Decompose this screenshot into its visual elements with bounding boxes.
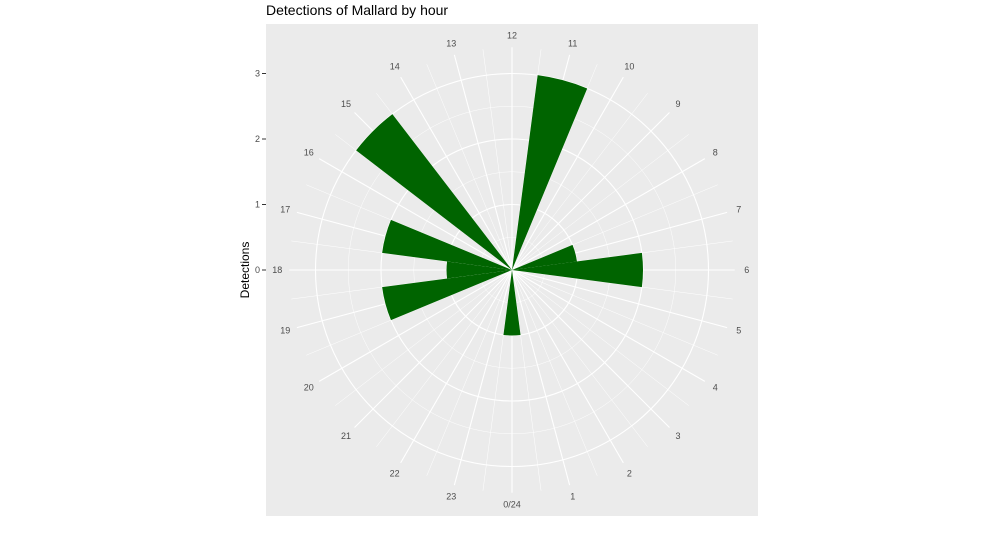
- grid-spoke: [511, 269, 728, 329]
- grid-spoke-minor: [335, 269, 513, 406]
- grid-spoke-minor: [426, 64, 513, 271]
- y-tick-label: 0: [255, 265, 260, 275]
- grid-spoke: [318, 158, 513, 271]
- grid-spoke-minor: [306, 184, 513, 271]
- hour-label: 15: [341, 99, 351, 109]
- hour-label: 5: [736, 326, 741, 336]
- grid-spoke: [453, 54, 513, 271]
- bar-hour-18: [446, 261, 512, 279]
- hour-label: 23: [446, 492, 456, 502]
- grid-spoke: [511, 158, 706, 271]
- hour-label: 11: [568, 38, 577, 48]
- grid-spoke-minor: [482, 49, 513, 271]
- grid-spoke: [400, 269, 513, 464]
- hour-label: 20: [304, 382, 314, 392]
- grid-spoke: [354, 269, 513, 428]
- hour-label: 4: [713, 382, 718, 392]
- hour-label: 9: [675, 99, 680, 109]
- y-tick-label: 3: [255, 69, 260, 79]
- y-tick-label: 1: [255, 200, 260, 210]
- chart-title: Detections of Mallard by hour: [266, 2, 449, 18]
- grid-spoke-minor: [511, 269, 718, 356]
- grid-spoke: [511, 269, 624, 464]
- hour-label: 2: [627, 468, 632, 478]
- hour-label: 0/24: [503, 500, 521, 510]
- grid-spoke-minor: [426, 269, 513, 476]
- grid-spoke-minor: [376, 93, 513, 271]
- hour-label: 21: [341, 431, 351, 441]
- hour-label: 22: [390, 468, 400, 478]
- grid-spoke: [511, 269, 571, 486]
- y-axis: 0 1 2 3: [255, 69, 266, 275]
- hour-label: 6: [744, 265, 749, 275]
- bar-hour-15: [356, 114, 512, 270]
- hour-label: 12: [507, 30, 517, 40]
- grid-spoke: [511, 269, 670, 428]
- hour-label: 14: [390, 62, 400, 72]
- hour-label: 8: [713, 148, 718, 158]
- hour-label: 7: [736, 204, 741, 214]
- bar-hour-0-24: [503, 270, 521, 336]
- grid-spoke: [511, 269, 706, 382]
- grid-spoke-minor: [511, 269, 598, 476]
- bar-hour-19: [382, 270, 512, 321]
- y-axis-label: Detections: [238, 242, 252, 299]
- grid-spoke: [318, 269, 513, 382]
- hour-label: 13: [446, 38, 456, 48]
- hour-label: 17: [280, 204, 290, 214]
- grid-spoke: [453, 269, 513, 486]
- hour-label: 16: [304, 148, 314, 158]
- hour-label: 10: [624, 62, 634, 72]
- y-tick-label: 2: [255, 134, 260, 144]
- hour-label: 1: [570, 492, 575, 502]
- grid-spoke-minor: [511, 269, 648, 447]
- grid-spoke-minor: [511, 49, 542, 271]
- bar-hour-17: [382, 219, 512, 270]
- grid-spoke-minor: [511, 269, 689, 406]
- grid-spoke: [511, 112, 670, 271]
- grid-spoke: [511, 76, 624, 271]
- bar-hour-11: [512, 75, 588, 271]
- hour-label: 19: [280, 326, 290, 336]
- grid-spoke-minor: [376, 269, 513, 447]
- grid-spoke-minor: [511, 93, 648, 271]
- hour-label: 18: [272, 265, 282, 275]
- grid-spoke: [400, 76, 513, 271]
- bar-hour-7: [512, 244, 577, 270]
- hour-label-layer: 0/24123456789101112131415161718192021222…: [272, 30, 749, 509]
- grid-spoke-minor: [511, 134, 689, 271]
- hour-label: 3: [675, 431, 680, 441]
- bar-layer: [356, 75, 644, 336]
- grid-spoke-minor: [335, 134, 513, 271]
- bar-hour-6: [512, 252, 644, 288]
- grid-spoke-minor: [306, 269, 513, 356]
